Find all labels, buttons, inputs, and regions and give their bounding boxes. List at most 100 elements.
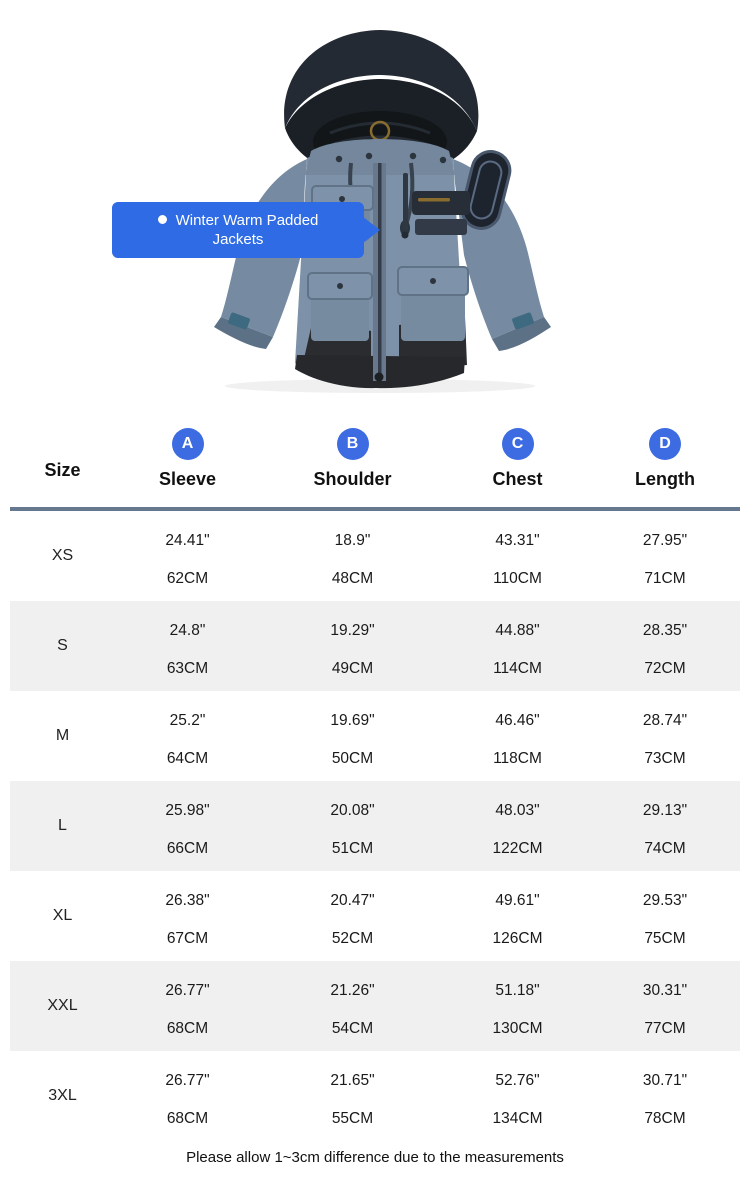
measure-cell-sleeve: 24.8" 63CM [115,601,260,691]
size-cell: M [55,727,70,744]
inch-value: 29.53" [642,892,688,909]
cm-value: 49CM [331,660,374,677]
size-cell: S [57,637,68,654]
measure-cell-length: 29.13" 74CM [590,781,740,871]
inch-value: 25.98" [165,802,210,819]
product-label-banner[interactable]: Winter Warm Padded Jackets [112,202,380,258]
cm-value: 110CM [493,570,542,587]
inch-value: 24.8" [169,622,206,639]
inch-value: 28.74" [642,712,688,729]
cm-value: 54CM [331,1020,374,1037]
cm-value: 75CM [644,930,686,947]
table-row-l: L 25.98" 66CM 20.08" 51CM 48.03" 122CM 29.1… [10,781,740,871]
inch-value: 24.41" [165,532,210,549]
measure-cell-sleeve: 24.41" 62CM [115,511,260,601]
column-header-shoulder: B Shoulder [260,418,445,507]
measure-cell-sleeve: 26.77" 68CM [115,961,260,1051]
measure-cell-shoulder: 21.65" 55CM [260,1051,445,1141]
column-header-sleeve: A Sleeve [115,418,260,507]
cm-value: 130CM [492,1020,543,1037]
column-label: Chest [492,469,543,489]
measure-cell-sleeve: 25.98" 66CM [115,781,260,871]
size-cell: XL [52,907,73,924]
inch-value: 19.69" [330,712,375,729]
cm-value: 73CM [644,750,686,767]
inch-value: 19.29" [330,622,375,639]
measure-cell-chest: 48.03" 122CM [445,781,590,871]
table-row-xs: XS 24.41" 62CM 18.9" 48CM 43.31" 110CM 27.9… [10,511,740,601]
inch-value: 18.9" [334,532,371,549]
cm-value: 50CM [331,750,374,767]
cm-value: 52CM [331,930,374,947]
measure-cell-shoulder: 19.69" 50CM [260,691,445,781]
measure-cell-sleeve: 26.38" 67CM [115,871,260,961]
size-cell: L [58,817,67,834]
column-label: Length [635,469,695,489]
measure-cell-shoulder: 21.26" 54CM [260,961,445,1051]
table-row-m: M 25.2" 64CM 19.69" 50CM 46.46" 118CM 28.74… [10,691,740,781]
measure-cell-chest: 52.76" 134CM [445,1051,590,1141]
measure-cell-length: 28.35" 72CM [590,601,740,691]
measure-cell-length: 28.74" 73CM [590,691,740,781]
column-label: Shoulder [313,469,392,489]
cm-value: 78CM [644,1110,686,1127]
cm-value: 118CM [493,750,542,767]
inch-value: 29.13" [642,802,688,819]
inch-value: 44.88" [495,622,540,639]
table-row-xl: XL 26.38" 67CM 20.47" 52CM 49.61" 126CM 29.… [10,871,740,961]
inch-value: 27.95" [642,532,688,549]
measure-cell-shoulder: 18.9" 48CM [260,511,445,601]
column-header-chest: C Chest [445,418,590,507]
measure-cell-length: 29.53" 75CM [590,871,740,961]
cm-value: 51CM [331,840,374,857]
inch-value: 43.31" [495,532,540,549]
cm-value: 122CM [492,840,543,857]
column-header-size: Size [44,460,81,480]
measure-cell-shoulder: 20.08" 51CM [260,781,445,871]
inch-value: 26.77" [165,1072,210,1089]
measure-cell-length: 30.71" 78CM [590,1051,740,1141]
cm-value: 126CM [492,930,543,947]
cm-value: 68CM [166,1110,209,1127]
measure-cell-shoulder: 20.47" 52CM [260,871,445,961]
cm-value: 71CM [644,570,686,587]
size-cell: XXL [47,997,78,1014]
inch-value: 20.08" [330,802,375,819]
cm-value: 66CM [166,840,209,857]
measure-cell-chest: 43.31" 110CM [445,511,590,601]
measure-cell-shoulder: 19.29" 49CM [260,601,445,691]
measure-cell-sleeve: 26.77" 68CM [115,1051,260,1141]
inch-value: 49.61" [495,892,540,909]
cm-value: 62CM [166,570,209,587]
inch-value: 26.38" [165,892,210,909]
banner-line-1: Winter Warm Padded [112,211,364,230]
inch-value: 21.26" [330,982,375,999]
cm-value: 64CM [166,750,209,767]
banner-arrow-icon [363,217,380,243]
cm-value: 67CM [166,930,209,947]
inch-value: 20.47" [330,892,375,909]
inch-value: 25.2" [169,712,206,729]
measure-cell-length: 27.95" 71CM [590,511,740,601]
cm-value: 134CM [492,1110,543,1127]
table-row-xxl: XXL 26.77" 68CM 21.26" 54CM 51.18" 130CM 30… [10,961,740,1051]
measurement-disclaimer: Please allow 1~3cm difference due to the… [186,1149,564,1166]
size-table: Size A Sleeve B Shoulder C Chest D Lengt… [10,418,740,1141]
measure-cell-chest: 44.88" 114CM [445,601,590,691]
cm-value: 63CM [166,660,209,677]
inch-value: 21.65" [330,1072,375,1089]
badge-a-icon: A [171,428,204,460]
banner-text-1: Winter Warm Padded [175,212,319,229]
inch-value: 26.77" [165,982,210,999]
inch-value: 30.31" [642,982,688,999]
table-row-3xl: 3XL 26.77" 68CM 21.65" 55CM 52.76" 134CM 30… [10,1051,740,1141]
measure-cell-chest: 49.61" 126CM [445,871,590,961]
inch-value: 46.46" [495,712,540,729]
bullet-icon [157,215,167,224]
cm-value: 72CM [644,660,686,677]
measure-cell-sleeve: 25.2" 64CM [115,691,260,781]
banner-line-2: Jackets [112,230,364,249]
badge-c-icon: C [501,428,534,460]
inch-value: 51.18" [495,982,540,999]
inch-value: 48.03" [495,802,540,819]
